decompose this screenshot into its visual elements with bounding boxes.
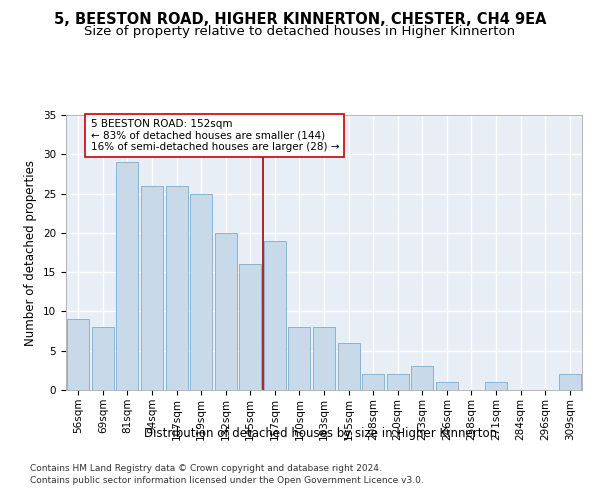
Bar bbox=[386, 374, 409, 390]
Y-axis label: Number of detached properties: Number of detached properties bbox=[25, 160, 37, 346]
Text: Contains public sector information licensed under the Open Government Licence v3: Contains public sector information licen… bbox=[30, 476, 424, 485]
Bar bbox=[436, 382, 458, 390]
Bar bbox=[411, 366, 433, 390]
Bar bbox=[264, 240, 286, 390]
Bar bbox=[559, 374, 581, 390]
Bar bbox=[313, 327, 335, 390]
Bar bbox=[362, 374, 384, 390]
Bar bbox=[141, 186, 163, 390]
Text: 5 BEESTON ROAD: 152sqm
← 83% of detached houses are smaller (144)
16% of semi-de: 5 BEESTON ROAD: 152sqm ← 83% of detached… bbox=[91, 119, 339, 152]
Text: Contains HM Land Registry data © Crown copyright and database right 2024.: Contains HM Land Registry data © Crown c… bbox=[30, 464, 382, 473]
Bar bbox=[67, 320, 89, 390]
Text: Distribution of detached houses by size in Higher Kinnerton: Distribution of detached houses by size … bbox=[145, 428, 497, 440]
Bar bbox=[215, 233, 237, 390]
Bar bbox=[239, 264, 262, 390]
Bar bbox=[485, 382, 507, 390]
Bar bbox=[92, 327, 114, 390]
Text: 5, BEESTON ROAD, HIGHER KINNERTON, CHESTER, CH4 9EA: 5, BEESTON ROAD, HIGHER KINNERTON, CHEST… bbox=[54, 12, 546, 28]
Bar bbox=[190, 194, 212, 390]
Bar bbox=[116, 162, 139, 390]
Text: Size of property relative to detached houses in Higher Kinnerton: Size of property relative to detached ho… bbox=[85, 25, 515, 38]
Bar bbox=[338, 343, 359, 390]
Bar bbox=[289, 327, 310, 390]
Bar bbox=[166, 186, 188, 390]
